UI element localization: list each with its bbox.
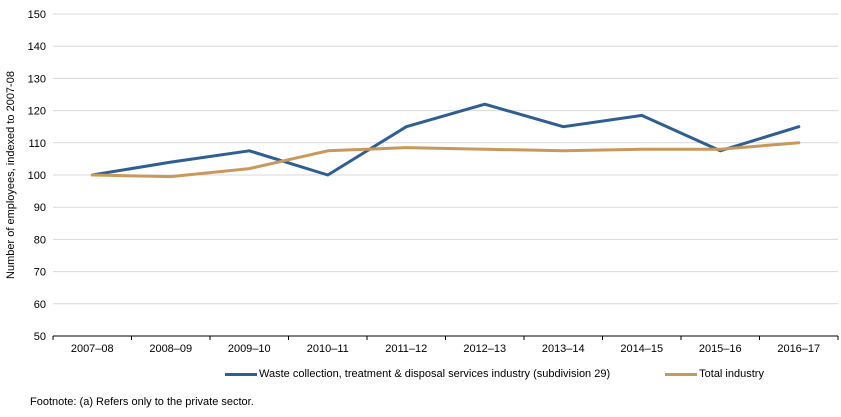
- footnote: Footnote: (a) Refers only to the private…: [30, 396, 254, 408]
- legend-item-total-industry: Total industry: [665, 368, 764, 380]
- x-tick-label: 2007–08: [71, 343, 114, 355]
- legend-label-total: Total industry: [699, 368, 764, 380]
- chart-svg: 50 60 70 80 90 100 110 120 130 140 150 2007–08 2008–…: [28, 9, 839, 355]
- y-tick-label: 90: [34, 202, 46, 214]
- series-line-1: [90, 141, 801, 179]
- y-tick-label: 50: [34, 331, 46, 343]
- y-tick-label: 150: [28, 9, 46, 21]
- legend: Waste collection, treatment & disposal s…: [225, 368, 764, 380]
- x-tick-label: 2013–14: [542, 343, 585, 355]
- y-tick-label: 70: [34, 267, 46, 279]
- legend-line-swatch-waste: [225, 372, 257, 376]
- legend-item-waste-industry: Waste collection, treatment & disposal s…: [225, 368, 610, 380]
- legend-label-waste: Waste collection, treatment & disposal s…: [259, 368, 611, 380]
- y-tick-label: 80: [34, 234, 46, 246]
- x-tick-label: 2014–15: [620, 343, 663, 355]
- y-tick-label: 60: [34, 299, 46, 311]
- y-tick-label: 120: [28, 106, 46, 118]
- y-tick-label: 130: [28, 73, 46, 85]
- x-tick-label: 2016–17: [777, 343, 820, 355]
- y-tick-label: 140: [28, 41, 46, 53]
- y-tick-label: 100: [28, 170, 46, 182]
- y-tick-label: 110: [28, 138, 46, 150]
- x-tick-label: 2011–12: [385, 343, 427, 355]
- x-tick-label: 2015–16: [699, 343, 742, 355]
- x-tick-label: 2010–11: [307, 343, 349, 355]
- x-tick-label: 2009–10: [228, 343, 271, 355]
- x-tick-label: 2012–13: [463, 343, 506, 355]
- legend-line-swatch-total: [665, 372, 698, 376]
- series-line-0: [90, 102, 801, 177]
- x-tick-label: 2008–09: [149, 343, 192, 355]
